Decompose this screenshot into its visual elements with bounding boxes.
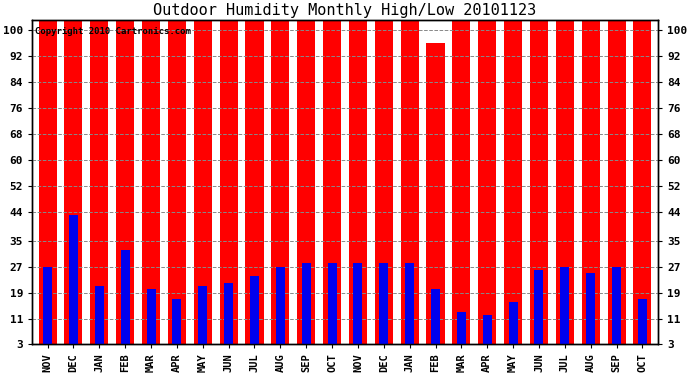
Bar xyxy=(633,20,651,345)
Bar xyxy=(246,20,264,345)
Bar xyxy=(95,286,103,345)
Bar xyxy=(172,299,181,345)
Bar xyxy=(219,20,237,345)
Bar xyxy=(426,43,444,345)
Bar xyxy=(638,299,647,345)
Bar xyxy=(353,263,362,345)
Title: Outdoor Humidity Monthly High/Low 20101123: Outdoor Humidity Monthly High/Low 201011… xyxy=(153,3,537,18)
Bar xyxy=(116,20,135,345)
Text: Copyright 2010 Cartronics.com: Copyright 2010 Cartronics.com xyxy=(35,27,191,36)
Bar xyxy=(194,20,212,345)
Bar xyxy=(69,215,78,345)
Bar xyxy=(509,302,518,345)
Bar xyxy=(146,290,155,345)
Bar xyxy=(271,20,289,345)
Bar xyxy=(535,270,544,345)
Bar xyxy=(478,20,496,345)
Bar xyxy=(483,315,492,345)
Bar xyxy=(276,267,285,345)
Bar xyxy=(90,20,108,345)
Bar xyxy=(39,20,57,345)
Bar xyxy=(612,267,621,345)
Bar xyxy=(586,273,595,345)
Bar xyxy=(297,20,315,345)
Bar xyxy=(375,20,393,345)
Bar xyxy=(64,20,83,345)
Bar xyxy=(380,263,388,345)
Bar xyxy=(555,20,574,345)
Bar xyxy=(560,267,569,345)
Bar xyxy=(250,276,259,345)
Bar xyxy=(453,20,471,345)
Bar xyxy=(328,263,337,345)
Bar xyxy=(43,267,52,345)
Bar xyxy=(224,283,233,345)
Bar xyxy=(530,20,548,345)
Bar xyxy=(582,20,600,345)
Bar xyxy=(349,20,367,345)
Bar xyxy=(323,20,341,345)
Bar xyxy=(302,263,310,345)
Bar xyxy=(405,263,414,345)
Bar xyxy=(142,20,160,345)
Bar xyxy=(401,20,419,345)
Bar xyxy=(457,312,466,345)
Bar xyxy=(168,20,186,345)
Bar xyxy=(198,286,207,345)
Bar xyxy=(504,20,522,345)
Bar xyxy=(607,20,626,345)
Bar xyxy=(121,251,130,345)
Bar xyxy=(431,290,440,345)
